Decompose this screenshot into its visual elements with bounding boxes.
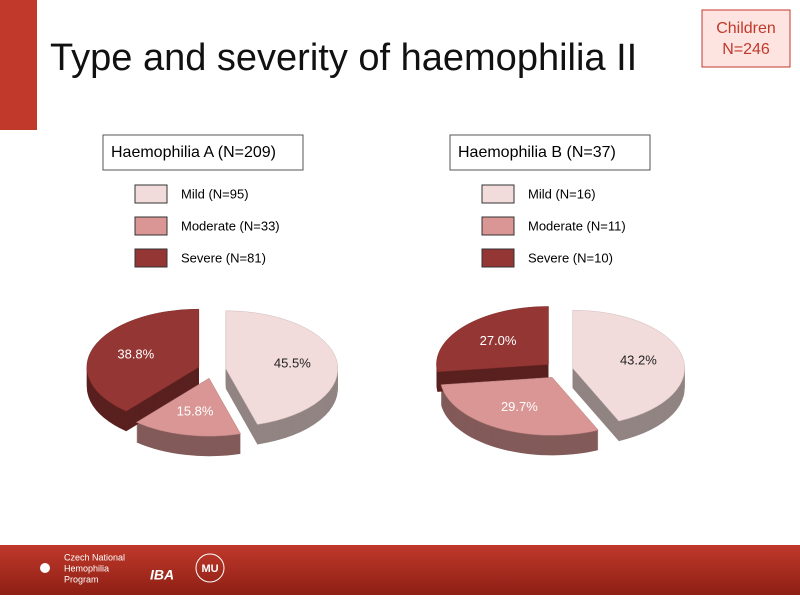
data-label: 43.2%	[620, 352, 657, 367]
pie-slice	[225, 310, 339, 425]
legend-swatch	[481, 184, 515, 204]
footer-logo: IBA	[150, 567, 174, 583]
chart-title-box	[449, 134, 651, 171]
legend-label: Moderate (N=11)	[528, 218, 626, 233]
footer-text: Program	[64, 574, 99, 584]
data-label: 38.8%	[117, 346, 154, 361]
pie-slice	[135, 377, 242, 437]
pie-slice	[436, 306, 549, 373]
accent-bar	[0, 0, 37, 130]
logo-icon	[40, 563, 50, 573]
slide-title: Type and severity of haemophilia II	[50, 37, 637, 79]
data-label: 27.0%	[480, 333, 517, 348]
chart-title: Haemophilia A (N=209)	[111, 144, 276, 161]
data-label: 15.8%	[177, 404, 214, 419]
chart-title: Haemophilia B (N=37)	[458, 144, 616, 161]
badge-text: N=246	[722, 41, 770, 58]
legend-swatch	[481, 216, 515, 236]
footer-bar	[0, 545, 800, 595]
legend-swatch	[481, 248, 515, 268]
legend-label: Mild (N=16)	[528, 186, 596, 201]
footer-text: Hemophilia	[64, 563, 109, 573]
footer-logo: MU	[201, 563, 218, 575]
badge-text: Children	[716, 20, 776, 37]
chart-title-box	[102, 134, 304, 171]
legend-swatch	[134, 248, 168, 268]
pie-slice	[440, 377, 599, 436]
data-label: 29.7%	[501, 399, 538, 414]
data-label: 45.5%	[274, 355, 311, 370]
pie-slice	[86, 308, 200, 412]
legend-swatch	[134, 216, 168, 236]
logo-ring	[195, 553, 225, 583]
pie-slice	[572, 309, 685, 422]
legend-swatch	[134, 184, 168, 204]
legend-label: Mild (N=95)	[181, 186, 249, 201]
legend-label: Severe (N=81)	[181, 250, 266, 265]
footer-text: Czech National	[64, 552, 125, 562]
legend-label: Severe (N=10)	[528, 250, 613, 265]
badge-box	[701, 9, 791, 68]
legend-label: Moderate (N=33)	[181, 218, 280, 233]
